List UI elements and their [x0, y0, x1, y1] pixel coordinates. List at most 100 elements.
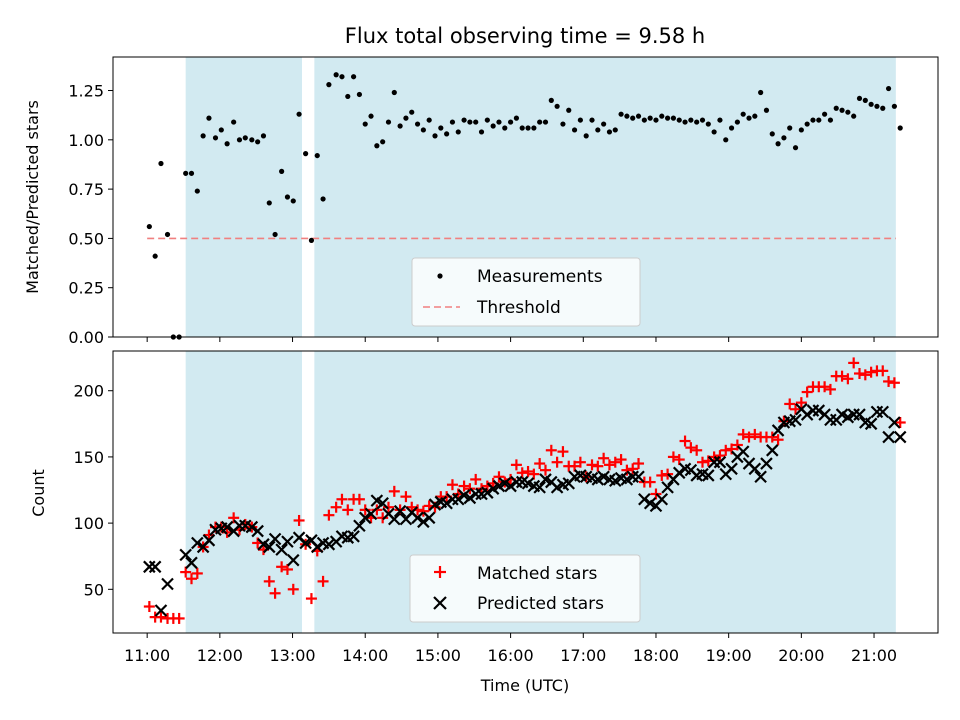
matched-star-point — [569, 460, 581, 472]
measurement-point — [699, 117, 706, 123]
predicted-star-point — [888, 416, 901, 429]
measurement-point — [537, 119, 543, 125]
measurement-point — [513, 115, 520, 121]
top-y-ticks: 0.00 0.25 0.50 0.75 1.00 1.25 — [68, 82, 113, 347]
measurement-point — [426, 117, 432, 123]
measurement-point — [653, 117, 659, 123]
measurement-point — [705, 121, 711, 127]
measurement-point — [449, 119, 456, 125]
predicted-star-point — [702, 469, 715, 482]
x-tick-label: 14:00 — [342, 646, 388, 665]
matched-star-point — [528, 468, 540, 480]
measurement-point — [308, 237, 315, 243]
matched-star-point — [493, 471, 505, 483]
predicted-star-point — [771, 424, 785, 437]
predicted-star-point — [765, 444, 779, 457]
measurement-point — [218, 127, 224, 133]
matched-star-point — [191, 567, 203, 579]
bottom-shaded-spans — [185, 351, 896, 633]
matched-star-point — [853, 368, 865, 380]
measurement-point — [272, 231, 278, 238]
matched-star-point — [888, 377, 900, 389]
top-x-ticks — [146, 337, 875, 342]
bottom-legend: Matched stars Predicted stars — [409, 554, 641, 623]
predicted-star-point — [251, 524, 264, 538]
matched-star-point — [186, 573, 198, 585]
matched-star-point — [685, 442, 697, 454]
measurement-point — [183, 170, 189, 176]
matched-star-point — [400, 491, 412, 503]
x-tick-label: 17:00 — [560, 646, 606, 665]
matched-star-point — [650, 488, 662, 500]
matched-star-point — [336, 493, 348, 505]
matched-stars-points — [143, 357, 906, 624]
matched-star-point — [772, 434, 784, 446]
measurement-point — [296, 111, 302, 117]
measurement-point — [577, 117, 583, 123]
top-y-tick-label: 1.25 — [68, 82, 104, 101]
measurement-point — [659, 113, 665, 119]
measurement-point — [432, 133, 438, 139]
predicted-star-point — [725, 462, 738, 476]
x-tick-label: 21:00 — [851, 646, 897, 665]
matched-star-point — [749, 428, 761, 440]
measurement-point — [224, 141, 230, 147]
predicted-star-point — [882, 430, 895, 444]
predicted-star-point — [800, 408, 814, 421]
predicted-star-point — [754, 470, 767, 484]
measurement-point — [188, 170, 195, 176]
bottom-y-tick-label: 50 — [84, 580, 104, 599]
matched-star-point — [696, 456, 708, 468]
matched-star-point — [406, 501, 418, 513]
top-y-tick-label: 1.00 — [68, 131, 104, 150]
measurement-point — [496, 119, 502, 125]
matched-star-point — [305, 593, 317, 605]
matched-star-point — [417, 505, 429, 517]
top-y-tick-label: 0.50 — [68, 229, 104, 248]
legend-measurements-label: Measurements — [477, 267, 603, 287]
matched-star-point — [155, 611, 167, 623]
matched-star-point — [848, 357, 860, 369]
x-tick-label: 19:00 — [706, 646, 752, 665]
predicted-star-point — [853, 408, 866, 421]
measurement-point — [303, 151, 309, 157]
matched-star-point — [667, 451, 679, 463]
predicted-star-point — [220, 520, 234, 534]
legend-matched-label: Matched stars — [477, 564, 597, 584]
bottom-y-ticks: 50 100 150 200 — [73, 382, 113, 599]
measurement-point — [822, 111, 828, 117]
matched-star-point — [180, 566, 192, 578]
predicted-star-point — [655, 493, 669, 506]
measurement-point — [467, 119, 473, 125]
matched-star-point — [877, 365, 889, 377]
predicted-star-point — [463, 491, 477, 505]
x-axis-label: Time (UTC) — [480, 676, 569, 695]
measurement-point — [792, 145, 799, 151]
predicted-star-point — [310, 540, 324, 554]
predicted-star-point — [760, 457, 773, 470]
matched-star-point — [287, 583, 299, 595]
matched-star-point — [263, 575, 275, 587]
predicted-star-point — [179, 548, 192, 562]
matched-star-point — [662, 468, 674, 480]
predicted-star-point — [161, 577, 174, 591]
matched-star-point — [510, 459, 522, 471]
matched-star-point — [691, 444, 703, 456]
measurement-point — [635, 113, 642, 119]
predicted-star-point — [789, 413, 802, 427]
measurement-point — [624, 113, 630, 119]
measurement-point — [734, 119, 740, 125]
matched-star-point — [883, 375, 895, 387]
matched-star-point — [330, 501, 342, 513]
matched-star-point — [276, 561, 288, 573]
matched-star-point — [551, 456, 563, 468]
measurement-point — [833, 105, 839, 111]
predicted-star-point — [661, 481, 674, 494]
measurement-point — [566, 107, 572, 113]
predicted-star-point — [893, 430, 907, 444]
matched-star-point — [269, 587, 281, 599]
predicted-star-point — [533, 481, 546, 494]
matched-star-point — [371, 504, 383, 516]
measurement-point — [146, 223, 152, 230]
matched-star-point — [894, 416, 906, 428]
